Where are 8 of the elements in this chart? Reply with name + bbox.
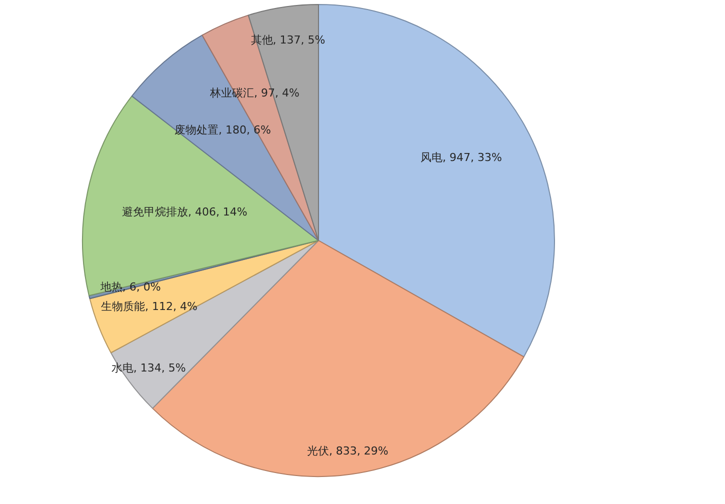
slice-label: 生物质能, 112, 4% — [101, 300, 198, 314]
slice-label: 水电, 134, 5% — [111, 361, 186, 374]
slice-label: 林业碳汇, 97, 4% — [209, 86, 300, 100]
slice-label: 废物处置, 180, 6% — [174, 123, 271, 136]
slice-label: 其他, 137, 5% — [250, 33, 326, 46]
slice-label: 光伏, 833, 29% — [306, 444, 388, 458]
slice-label: 避免甲烷排放, 406, 14% — [122, 205, 248, 218]
slice-label: 风电, 947, 33% — [420, 150, 502, 164]
